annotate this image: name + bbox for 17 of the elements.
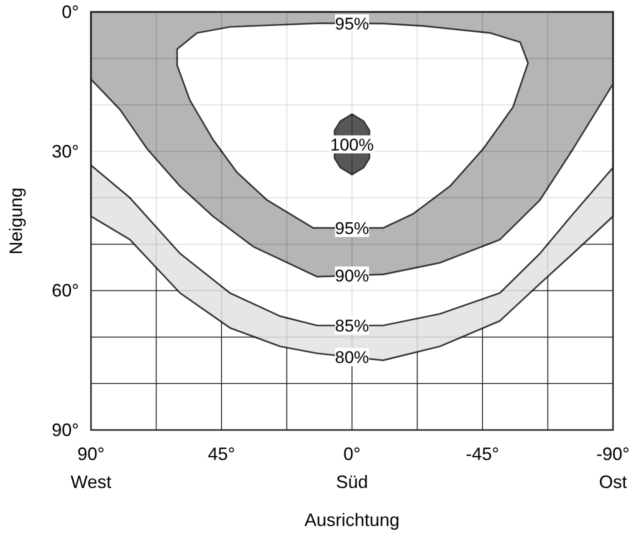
- series-label: 95%: [334, 14, 370, 34]
- series-label: 85%: [334, 316, 370, 336]
- y-tick-label: 0°: [62, 2, 79, 22]
- series-label: 100%: [330, 135, 374, 154]
- y-tick-label: 60°: [52, 280, 79, 301]
- y-axis-title: Neigung: [6, 187, 26, 255]
- x-axis-title: Ausrichtung: [304, 510, 400, 530]
- x-tick-label: 90° West: [70, 444, 112, 492]
- x-tick-label: 45°: [208, 444, 236, 464]
- y-tick-label: 30°: [52, 141, 79, 162]
- x-tick-label: -45°: [466, 444, 500, 464]
- x-tick-label: 0° Süd: [336, 444, 368, 492]
- y-tick-label: 90°: [52, 420, 79, 440]
- text: 95%: [334, 218, 370, 238]
- x-tick-label: -90° Ost: [596, 444, 630, 492]
- series-label: 90%: [334, 266, 370, 286]
- series-label: 80%: [334, 348, 370, 368]
